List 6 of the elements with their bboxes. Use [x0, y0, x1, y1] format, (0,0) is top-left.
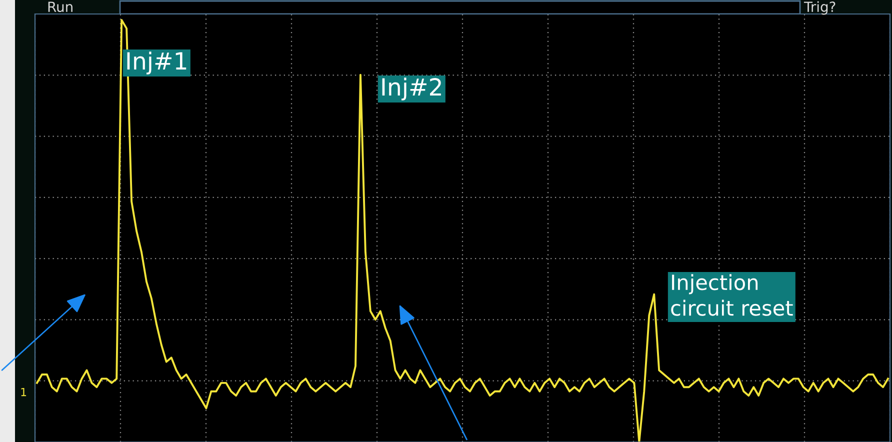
- text: 1: [21, 388, 26, 396]
- annotation: Inj#1: [127, 52, 186, 74]
- annotation: Inj#2: [382, 78, 441, 100]
- annotation: Injection circuit reset: [671, 274, 793, 316]
- text: Trig?: [804, 1, 836, 15]
- text: Run: [48, 2, 72, 12]
